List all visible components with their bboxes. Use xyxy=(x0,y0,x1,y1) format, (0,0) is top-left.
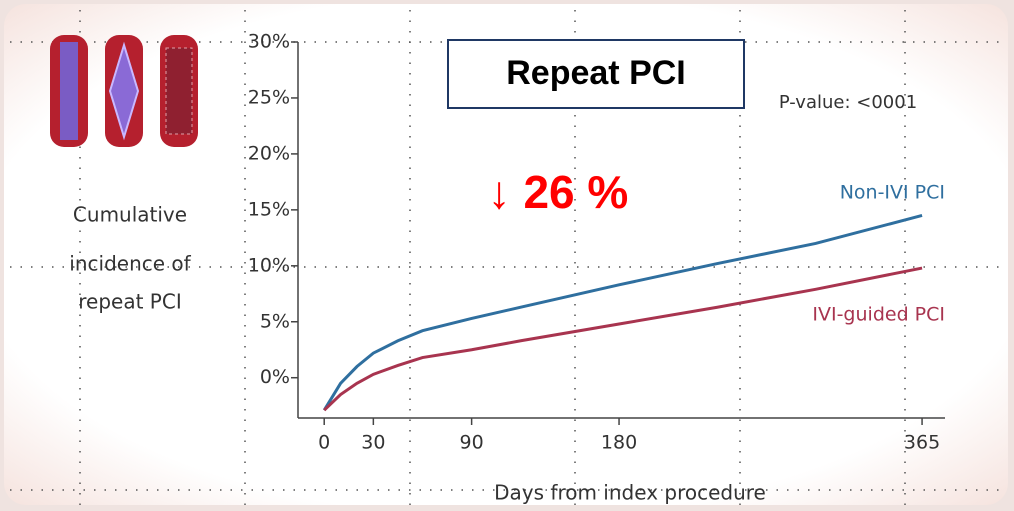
chart-title: Repeat PCI xyxy=(506,54,686,92)
legend-label: IVI-guided PCI xyxy=(812,304,945,326)
x-tick-label: 180 xyxy=(601,432,637,454)
y-axis-label: Cumulative xyxy=(73,203,187,227)
x-tick-label: 90 xyxy=(460,432,484,454)
x-tick-label: 30 xyxy=(361,432,385,454)
y-tick-label: 5% xyxy=(260,310,290,332)
legend-label: Non-IVI PCI xyxy=(840,182,945,204)
series-line xyxy=(322,214,923,411)
y-tick-label: 10% xyxy=(248,254,290,276)
panel xyxy=(4,4,1008,505)
y-tick-label: 15% xyxy=(248,198,290,220)
y-tick-label: 20% xyxy=(248,142,290,164)
title-box xyxy=(447,39,745,109)
y-axis-label: incidence of xyxy=(69,252,191,276)
annotation: ↓ 26 % xyxy=(488,166,629,218)
x-axis-label: Days from index procedure xyxy=(494,481,766,505)
series-line xyxy=(323,266,923,412)
subtitle: P-value: <0001 xyxy=(779,92,917,113)
x-tick-label: 365 xyxy=(904,432,940,454)
y-tick-label: 30% xyxy=(248,31,290,53)
y-tick-label: 0% xyxy=(260,366,290,388)
stent-icons xyxy=(50,35,198,147)
x-tick-label: 0 xyxy=(318,432,330,454)
y-tick-label: 25% xyxy=(248,86,290,108)
y-axis-label: repeat PCI xyxy=(78,290,181,314)
